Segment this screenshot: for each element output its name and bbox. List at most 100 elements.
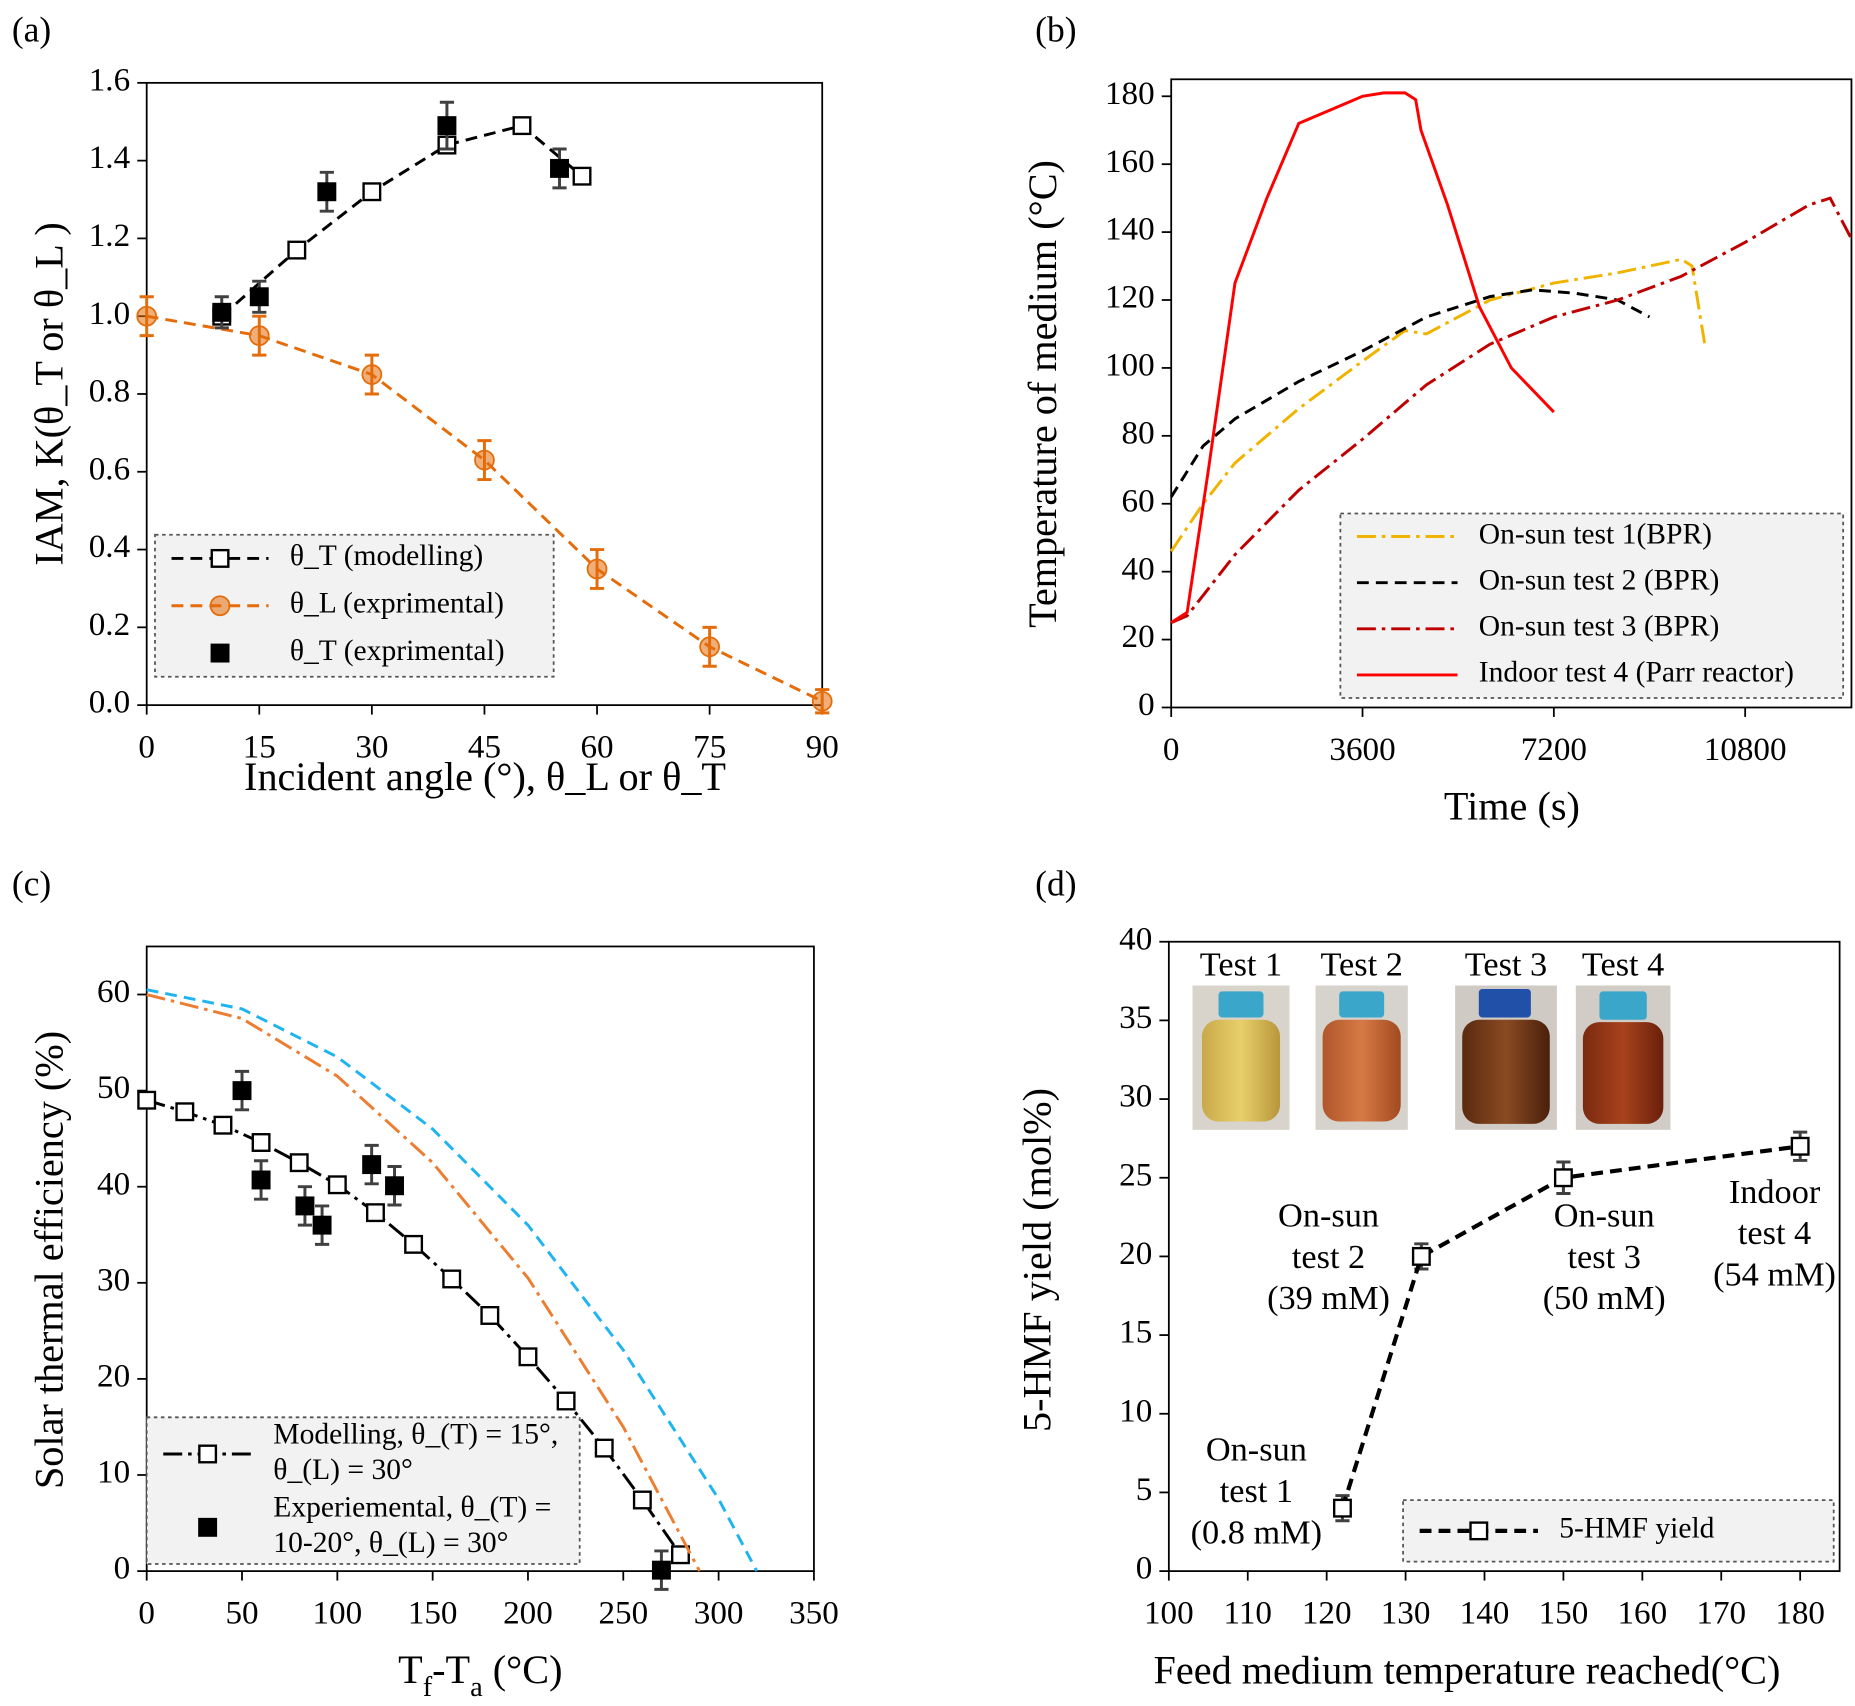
y-tick-label: 20 [1119, 1235, 1152, 1272]
series [212, 116, 592, 326]
series-line [1340, 1144, 1801, 1509]
x-tick-label: 300 [694, 1595, 744, 1632]
x-tick-label: 150 [1539, 1595, 1589, 1632]
photo [1192, 985, 1290, 1130]
series [212, 100, 569, 330]
marker [1332, 1498, 1352, 1518]
photo [1575, 985, 1671, 1130]
x-tick-label: 160 [1617, 1595, 1667, 1632]
x-tick-label: 10800 [1704, 731, 1787, 768]
marker [1469, 1521, 1489, 1541]
x-tick-label: 15 [243, 729, 276, 766]
marker [594, 1438, 614, 1458]
marker [437, 116, 457, 136]
legend-label: On-sun test 1(BPR) [1479, 518, 1712, 550]
x-axis-label: Time (s) [1444, 784, 1580, 829]
legend-box [145, 1416, 581, 1565]
marker [249, 287, 269, 307]
x-axis-label: Feed medium temperature reached(°C) [1154, 1647, 1781, 1692]
x-tick-label: 150 [408, 1595, 458, 1632]
series-line [1169, 288, 1651, 498]
photo-label: Test 1 [1200, 946, 1282, 984]
annotation: On-sun [1278, 1196, 1379, 1234]
y-tick-label: 25 [1119, 1156, 1152, 1193]
marker [365, 1203, 385, 1223]
legend: 5-HMF yield [1402, 1499, 1835, 1563]
series [146, 988, 759, 1572]
annotation: (39 mM) [1267, 1279, 1390, 1317]
x-tick-label: 90 [806, 729, 839, 766]
marker [317, 182, 337, 202]
series-line [146, 993, 701, 1572]
panel-label: (c) [12, 863, 51, 903]
marker [811, 690, 833, 712]
x-tick-label: 3600 [1329, 731, 1395, 768]
x-tick-label: 350 [789, 1595, 839, 1632]
annotation: On-sun [1554, 1196, 1655, 1234]
y-tick-label: 40 [1122, 550, 1155, 587]
marker [312, 1215, 332, 1235]
x-tick-label: 0 [1163, 731, 1180, 768]
legend-label: θ_T (modelling) [290, 540, 483, 572]
y-axis-label: Temperature of medium (°C) [1020, 160, 1065, 628]
panel-label: (d) [1035, 863, 1076, 903]
panel: (c) 0 50 100 150 200 250 300 350 0 10 20 30 40 50 60 Tf-… [12, 863, 839, 1703]
marker [251, 1133, 271, 1152]
marker [136, 305, 158, 327]
x-tick-label: 120 [1302, 1595, 1352, 1632]
y-tick-label: 1.2 [89, 217, 130, 254]
y-tick-label: 40 [1119, 920, 1152, 957]
panel-label: (a) [12, 9, 51, 49]
marker [287, 240, 307, 260]
marker [362, 182, 382, 202]
legend-label: 5-HMF yield [1559, 1513, 1714, 1545]
marker [651, 1560, 671, 1580]
legend-label: Experiemental, θ_(T) = 10-20°, θ_(L) = 3… [273, 1491, 552, 1560]
series [232, 1069, 671, 1591]
legend-label: θ_T (exprimental) [290, 635, 505, 667]
legend-label-box: Modelling, θ_(T) = 15°, θ_(L) = 30° [273, 1418, 558, 1485]
legend-label: Indoor test 4 (Parr reactor) [1479, 657, 1794, 689]
marker [480, 1306, 500, 1325]
annotation: test 2 [1292, 1238, 1365, 1276]
photos [1192, 985, 1671, 1130]
y-tick-label: 15 [1119, 1314, 1152, 1351]
panel-label: (b) [1035, 9, 1076, 49]
series-line [1170, 196, 1853, 624]
x-tick-label: 250 [598, 1595, 648, 1632]
y-tick-label: 10 [1119, 1392, 1152, 1429]
panel: (d) 100 110 120 130 140 150 160 170 180 0 5 10 15 20 25… [1014, 863, 1841, 1692]
marker [210, 548, 230, 568]
y-axis-label: Solar thermal efficiency (%) [26, 1031, 71, 1489]
y-tick-label: 40 [97, 1165, 130, 1202]
y-tick-label: 1.0 [89, 295, 130, 332]
marker [362, 1155, 382, 1175]
x-axis-label-part: T [398, 1647, 423, 1692]
marker [198, 1517, 218, 1537]
legend-label: θ_L (exprimental) [290, 588, 504, 620]
y-tick-label: 60 [1122, 482, 1155, 519]
series [1170, 196, 1853, 624]
legend: Modelling, θ_(T) = 15°, θ_(L) = 30°Exper… [145, 1416, 581, 1565]
y-tick-label: 0.0 [89, 684, 130, 721]
marker [556, 1391, 576, 1411]
marker [404, 1234, 424, 1254]
x-tick-label: 110 [1224, 1595, 1272, 1632]
x-tick-label: 50 [225, 1595, 258, 1632]
legend: On-sun test 1(BPR) On-sun test 2 (BPR) On-… [1339, 512, 1845, 699]
marker [1790, 1136, 1810, 1156]
marker [361, 364, 383, 385]
series [1169, 288, 1651, 498]
x-axis-label: Incident angle (°), θ_L or θ_T [244, 754, 726, 799]
y-tick-label: 0.2 [89, 606, 130, 643]
y-axis-label: IAM, K(θ_T or θ_L ) [26, 222, 71, 565]
marker [198, 1444, 218, 1464]
series [1170, 91, 1555, 624]
y-tick-label: 0.8 [89, 373, 130, 410]
x-tick-label: 100 [312, 1595, 362, 1632]
marker [175, 1102, 195, 1122]
photo-label: Test 3 [1465, 946, 1547, 984]
x-tick-label: 0 [138, 729, 155, 766]
annotation: (54 mM) [1713, 1256, 1836, 1294]
